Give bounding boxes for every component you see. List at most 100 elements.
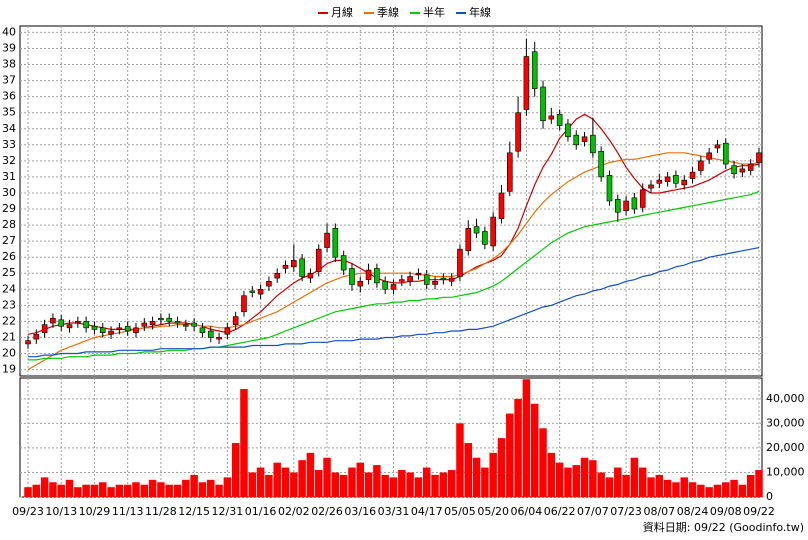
- candle-body: [432, 280, 438, 285]
- volume-bar: [373, 465, 381, 497]
- volume-bar: [622, 474, 630, 497]
- candle-body: [573, 134, 580, 146]
- volume-bar: [348, 467, 356, 497]
- x-tick-label: 04/17: [411, 505, 443, 518]
- volume-bar: [398, 470, 406, 497]
- footer-note: 資料日期: 09/22 (Goodinfo.tw): [643, 520, 804, 534]
- volume-bar: [605, 477, 614, 497]
- volume-bar: [57, 484, 65, 497]
- x-tick-label: 08/07: [643, 505, 675, 518]
- candle-body: [639, 189, 646, 208]
- volume-bar: [705, 487, 713, 497]
- candle-body: [731, 165, 737, 175]
- candle-body: [232, 316, 239, 325]
- volume-bar: [439, 472, 448, 497]
- candle-body: [324, 232, 330, 248]
- candle-body: [249, 290, 256, 293]
- candle-body: [498, 192, 505, 219]
- candle-body: [91, 325, 98, 330]
- candle-body: [548, 115, 555, 120]
- y-tick-label: 32: [2, 154, 16, 167]
- y-tick-label: 39: [2, 41, 16, 54]
- candle-body: [50, 317, 56, 324]
- x-tick-label: 11/28: [145, 505, 177, 518]
- y-tick-label: 30: [2, 186, 16, 199]
- y-tick-label: 34: [2, 122, 16, 135]
- volume-bar: [506, 413, 514, 497]
- volume-bar: [315, 470, 323, 497]
- x-tick-label: 11/13: [112, 505, 144, 518]
- candle-body: [448, 277, 455, 282]
- candle-body: [423, 274, 430, 285]
- candle-body: [133, 327, 139, 333]
- candle-body: [357, 280, 364, 287]
- volume-bar: [173, 484, 182, 497]
- candle-body: [216, 337, 222, 340]
- candle-body: [531, 51, 538, 89]
- volume-bar: [481, 467, 489, 497]
- volume-bar: [231, 443, 240, 497]
- y-tick-label: 24: [2, 282, 16, 295]
- candle-body: [465, 227, 472, 252]
- x-tick-label: 06/04: [511, 505, 543, 518]
- legend-label: 年線: [469, 5, 491, 19]
- x-tick-label: 07/23: [610, 505, 642, 518]
- volume-bar: [148, 479, 157, 497]
- x-tick-label: 12/15: [178, 505, 210, 518]
- volume-bar: [223, 477, 232, 497]
- x-tick-label: 12/31: [212, 505, 244, 518]
- x-tick-label: 09/08: [710, 505, 742, 518]
- candle-body: [166, 317, 173, 322]
- volume-bar: [697, 484, 705, 497]
- volume-bar: [589, 460, 597, 497]
- candle-body: [174, 321, 181, 324]
- x-tick-label: 09/22: [743, 505, 775, 518]
- candle-body: [565, 123, 571, 138]
- volume-bar: [256, 467, 265, 497]
- volume-bar: [672, 482, 680, 497]
- volume-bar: [514, 398, 522, 497]
- candle-body: [75, 321, 81, 324]
- candle-body: [41, 324, 48, 333]
- legend-label: 月線: [331, 5, 353, 19]
- candle-body: [490, 216, 496, 247]
- y-tick-label: 36: [2, 90, 16, 103]
- candle-body: [590, 134, 596, 154]
- x-tick-label: 06/22: [544, 505, 576, 518]
- volume-bar: [663, 479, 672, 497]
- y-tick-label: 33: [2, 138, 16, 151]
- candle-body: [116, 327, 123, 330]
- y-tick-label: 38: [2, 58, 16, 71]
- y-tick-label: 22: [2, 314, 16, 327]
- volume-bar: [381, 474, 389, 497]
- volume-bar: [597, 472, 605, 497]
- candle-body: [756, 152, 762, 163]
- volume-bar: [323, 457, 331, 497]
- candle-body: [515, 112, 521, 152]
- x-tick-label: 01/16: [245, 505, 277, 518]
- y-tick-label: 40,000: [766, 392, 805, 405]
- volume-bar: [74, 487, 82, 497]
- y-tick-label: 29: [2, 202, 16, 215]
- candle-body: [83, 321, 89, 329]
- candle-body: [473, 226, 480, 234]
- candle-body: [224, 327, 231, 335]
- volume-bar: [547, 452, 556, 497]
- x-tick-label: 03/31: [378, 505, 410, 518]
- candle-body: [722, 142, 729, 165]
- volume-bar: [688, 482, 697, 497]
- y-tick-label: 40: [2, 25, 16, 38]
- volume-panel: [19, 377, 763, 498]
- candle-body: [274, 272, 280, 279]
- y-tick-label: 31: [2, 170, 16, 183]
- candle-body: [282, 264, 289, 269]
- legend-label: 季線: [377, 5, 399, 19]
- candle-body: [399, 279, 405, 282]
- ma-line: [28, 247, 760, 358]
- volume-bar: [406, 472, 414, 497]
- x-tick-label: 09/23: [12, 505, 44, 518]
- volume-bar: [389, 477, 398, 497]
- volume-bar: [248, 472, 257, 497]
- candle-body: [698, 160, 704, 171]
